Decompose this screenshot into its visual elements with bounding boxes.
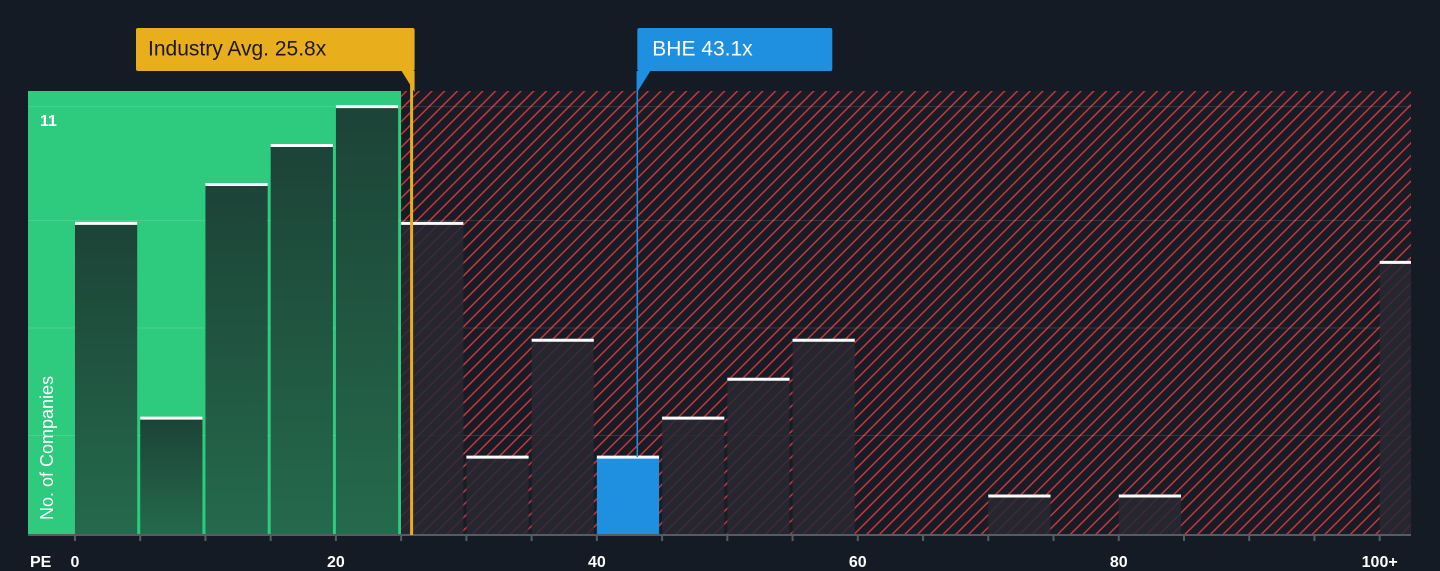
company-box	[637, 28, 833, 71]
x-tick-label: 20	[327, 554, 345, 571]
industry-label: Industry Avg. 25.8x	[148, 38, 327, 61]
bar	[466, 457, 529, 535]
industry-pointer	[401, 71, 415, 92]
x-tick-label: 0	[71, 554, 80, 571]
bar	[1118, 496, 1181, 535]
bar	[596, 457, 660, 535]
x-axis-label: PE	[30, 554, 52, 571]
bar	[270, 145, 333, 535]
x-tick-label: 40	[588, 554, 606, 571]
bar	[1379, 262, 1411, 535]
bar	[727, 379, 790, 535]
x-tick-label: 100+	[1362, 554, 1398, 571]
bar	[531, 340, 594, 535]
bar	[988, 496, 1051, 535]
industry-box	[136, 28, 415, 71]
bar	[205, 184, 268, 535]
bar	[140, 418, 203, 535]
y-axis-label: No. of Companies	[37, 376, 57, 520]
company-label: BHE 43.1x	[652, 38, 753, 61]
y-tick-label: 11	[40, 113, 57, 130]
x-tick-label: 60	[849, 554, 867, 571]
bar	[74, 223, 138, 535]
x-tick-label: 80	[1110, 554, 1128, 571]
bar	[662, 418, 725, 535]
bar	[335, 106, 399, 535]
company-pointer	[637, 71, 651, 92]
bar	[792, 340, 855, 535]
